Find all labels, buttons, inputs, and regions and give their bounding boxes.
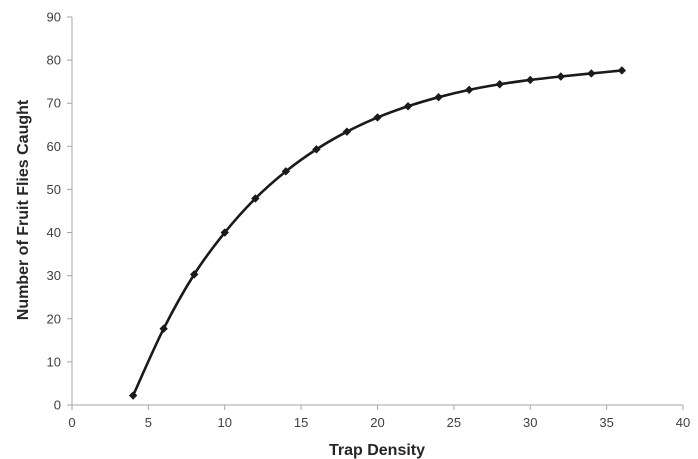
y-tick-label: 30 <box>47 268 61 283</box>
x-tick-label: 35 <box>599 415 613 430</box>
data-point-marker <box>556 72 565 81</box>
x-tick-label: 40 <box>676 415 690 430</box>
data-point-marker <box>526 75 535 85</box>
x-tick-label: 5 <box>145 415 152 430</box>
data-point-marker <box>617 66 627 75</box>
x-tick-label: 15 <box>294 415 308 430</box>
y-axis-title: Number of Fruit Flies Caught <box>15 99 32 320</box>
data-point-marker <box>312 145 321 154</box>
x-tick-label: 30 <box>523 415 537 430</box>
y-tick-label: 50 <box>47 182 61 197</box>
y-tick-label: 90 <box>47 10 61 25</box>
data-point-marker <box>190 270 199 279</box>
y-tick-label: 60 <box>47 139 61 154</box>
x-tick-label: 0 <box>68 415 75 430</box>
data-point-marker <box>128 391 138 400</box>
y-tick-label: 10 <box>47 354 61 369</box>
plot-area <box>128 66 627 400</box>
data-point-marker <box>434 92 443 102</box>
y-tick-label: 40 <box>47 225 61 240</box>
data-point-marker <box>220 228 229 237</box>
data-point-marker <box>281 167 291 176</box>
data-point-marker <box>342 127 352 136</box>
data-point-marker <box>495 80 504 89</box>
x-tick-label: 25 <box>447 415 461 430</box>
y-tick-label: 0 <box>54 398 61 413</box>
data-point-marker <box>587 69 596 78</box>
x-axis-title: Trap Density <box>329 442 425 459</box>
tick-labels: 0 10 20 30 40 50 60 70 80 90 0 5 10 15 20 25 30 35 40 <box>47 10 691 431</box>
y-tick-label: 20 <box>47 311 61 326</box>
data-point-marker <box>373 113 382 122</box>
data-point-marker <box>403 102 413 111</box>
data-point-marker <box>159 324 168 333</box>
x-tick-label: 20 <box>370 415 384 430</box>
x-tick-label: 10 <box>218 415 232 430</box>
y-tick-label: 80 <box>47 53 61 68</box>
data-point-marker <box>464 85 474 95</box>
axes <box>67 16 684 410</box>
data-point-marker <box>251 194 260 203</box>
y-tick-label: 70 <box>47 96 61 111</box>
